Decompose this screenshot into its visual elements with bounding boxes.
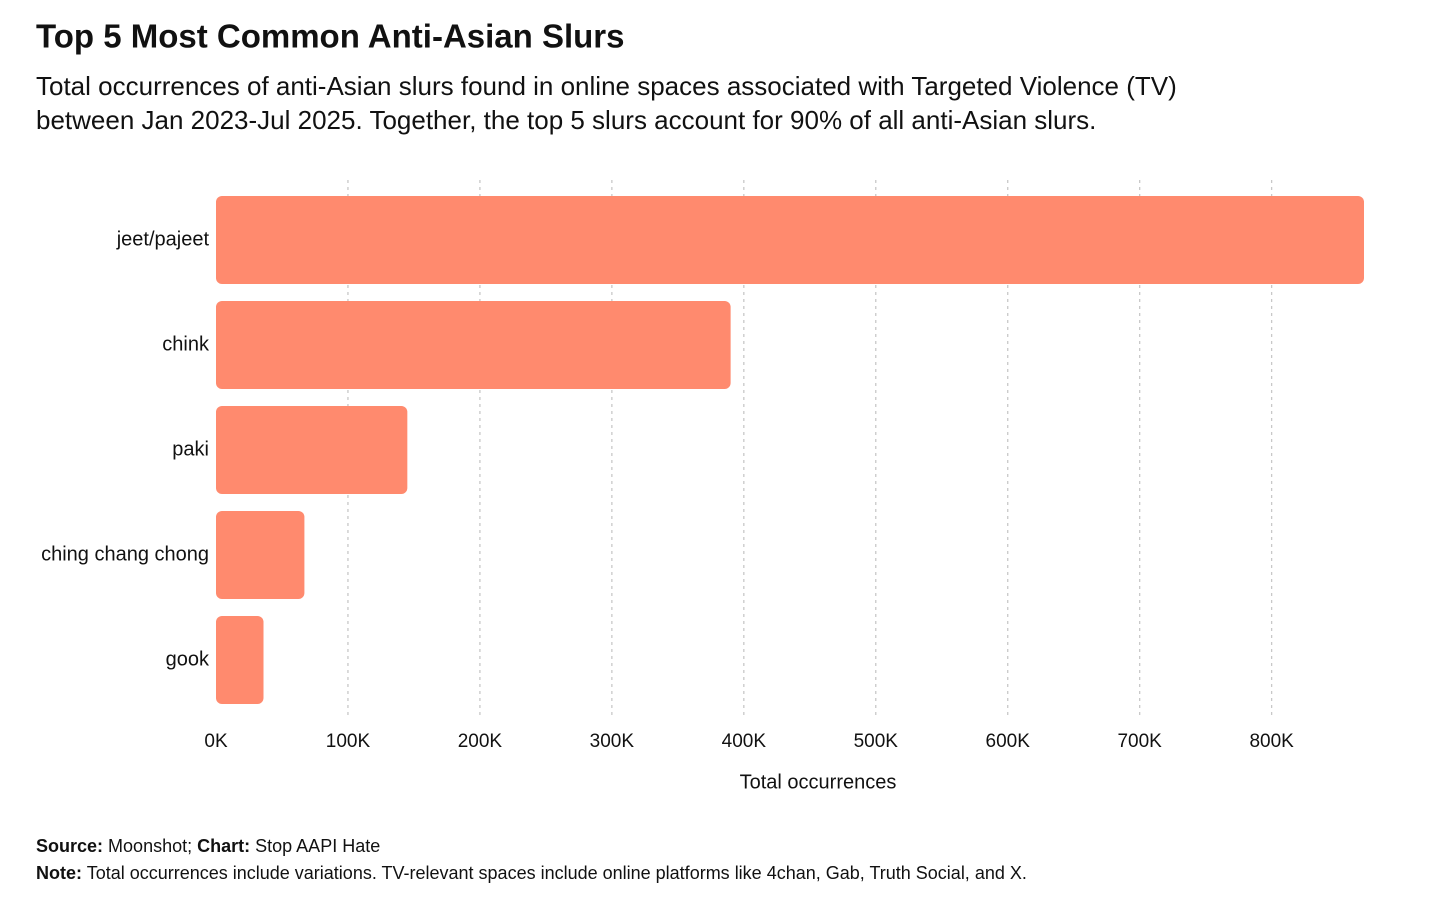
source-label: Source: [36,836,103,856]
bars: jeet/pajeet chink paki ching chang chong goo… [41,196,1364,704]
x-tick-label: 200K [458,731,503,752]
x-tick-label: 700K [1117,731,1162,752]
footer-note: Note: Total occurrences include variatio… [36,863,1027,883]
note-text: Total occurrences include variations. TV… [87,863,1027,883]
bar [216,406,408,494]
credit-label: Chart: [197,836,250,856]
x-tick-label: 100K [326,731,371,752]
chart-subtitle: between Jan 2023-Jul 2025. Together, the… [36,105,1096,135]
x-tick-label: 0K [204,731,228,752]
credit-text: Stop AAPI Hate [255,836,380,856]
x-tick-label: 800K [1249,731,1294,752]
x-tick-label: 500K [854,731,899,752]
grid: 0K 100K 200K 300K 400K 500K 600K 700K 800K [204,180,1294,752]
bar [216,511,305,599]
source-text: Moonshot; [108,836,192,856]
bar [216,616,264,704]
x-axis-label: Total occurrences [740,771,897,793]
note-label: Note: [36,863,82,883]
chart-subtitle: Total occurrences of anti-Asian slurs fo… [36,71,1177,101]
x-tick-label: 300K [590,731,635,752]
footer-source: Source: Moonshot; Chart: Stop AAPI Hate [36,836,380,856]
x-tick-label: 600K [986,731,1031,752]
x-tick-label: 400K [722,731,767,752]
y-tick-label: ching chang chong [41,543,209,565]
bar [216,196,1364,284]
y-tick-label: chink [162,333,210,355]
bar [216,301,731,389]
y-tick-label: jeet/pajeet [116,228,210,250]
chart-title: Top 5 Most Common Anti-Asian Slurs [36,18,625,55]
y-tick-label: paki [172,438,209,460]
y-tick-label: gook [166,648,210,670]
